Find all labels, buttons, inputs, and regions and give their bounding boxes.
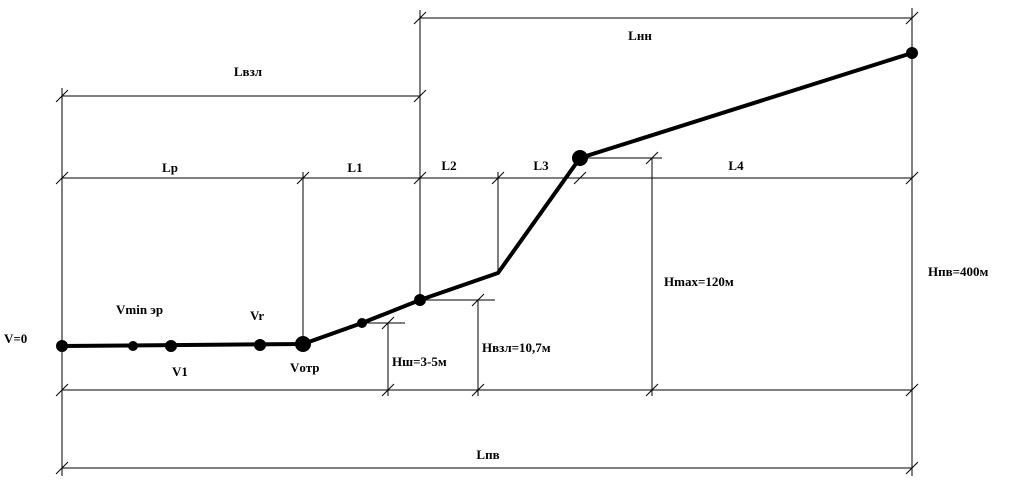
height-label: Hш=3-5м [392, 354, 447, 369]
flight-path [61, 51, 913, 348]
tick [296, 171, 310, 185]
label: Lр [162, 160, 178, 175]
tick [413, 11, 427, 25]
tick [381, 383, 395, 397]
speed-label: Vотр [290, 360, 320, 375]
height-label: Hпв=400м [928, 264, 989, 279]
tick [413, 89, 427, 103]
speed-label: V=0 [4, 331, 27, 346]
label: Lпв [476, 447, 499, 462]
speed-label: Vr [250, 308, 264, 323]
label: L2 [441, 158, 456, 173]
dimension-lines [61, 8, 913, 476]
tick [645, 383, 659, 397]
tick [573, 171, 587, 185]
tick [471, 383, 485, 397]
tick [55, 89, 69, 103]
tick [471, 293, 485, 307]
label: L1 [347, 160, 362, 175]
tick [381, 316, 395, 330]
tick [55, 171, 69, 185]
dimension-ticks [55, 11, 919, 475]
label: Lвзл [234, 64, 262, 79]
tick [905, 383, 919, 397]
label: Lнн [628, 28, 652, 43]
tick [905, 171, 919, 185]
path-points [56, 47, 918, 352]
tick [645, 151, 659, 165]
speed-label: V1 [172, 364, 188, 379]
tick [905, 461, 919, 475]
tick [491, 171, 505, 185]
tick [55, 461, 69, 475]
label: L3 [533, 158, 549, 173]
height-label: Hmax=120м [664, 274, 734, 289]
speed-label: Vmin эр [116, 302, 163, 317]
tick [905, 11, 919, 25]
tick [413, 171, 427, 185]
label: L4 [728, 158, 744, 173]
height-label: Hвзл=10,7м [482, 340, 551, 355]
tick [55, 383, 69, 397]
